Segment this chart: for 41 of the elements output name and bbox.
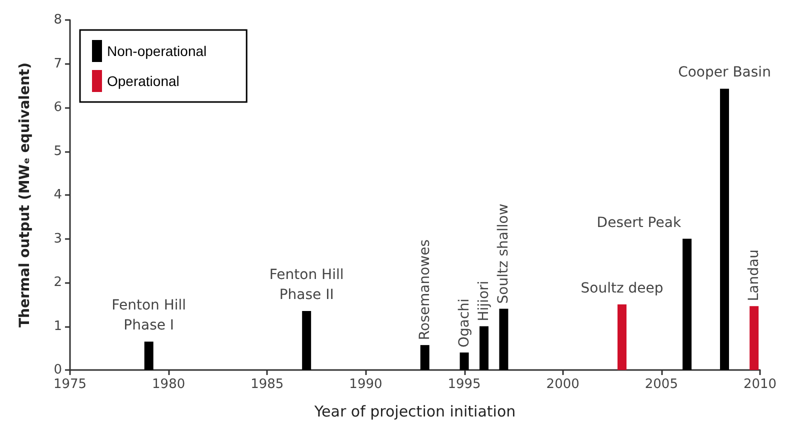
x-tick-label: 1985 — [250, 377, 284, 392]
y-tick-label: 3 — [54, 231, 62, 246]
annotation: Hijiori — [476, 280, 492, 322]
bar — [750, 306, 759, 370]
legend-label: Operational — [107, 73, 180, 89]
x-tick-label: 2000 — [546, 377, 580, 392]
y-tick-label: 0 — [54, 362, 62, 378]
annotation: Ogachi — [456, 298, 472, 348]
x-tick-label: 1990 — [349, 377, 382, 392]
y-axis-title: Thermal output (MWₑ equivalent) — [17, 62, 33, 328]
annotation: Cooper Basin — [678, 64, 771, 81]
annotation: Rosemanowes — [416, 239, 433, 340]
annotation: Landau — [746, 250, 762, 302]
bar — [460, 352, 469, 370]
y-tick-label: 7 — [54, 56, 62, 72]
y-tick-label: 1 — [54, 318, 62, 334]
x-axis-title: Year of projection initiation — [313, 402, 516, 420]
x-tick-label: 1975 — [53, 377, 87, 392]
annotation: Desert Peak — [596, 214, 682, 231]
y-tick-label: 5 — [54, 144, 62, 159]
annotation: Soultz deep — [580, 280, 664, 296]
bar — [480, 326, 488, 370]
bar — [682, 238, 692, 370]
x-tick-label: 1980 — [152, 377, 186, 392]
x-tick-label: 1995 — [448, 377, 481, 392]
y-tick-label: 6 — [54, 100, 62, 115]
x-tick-label: 2010 — [743, 377, 777, 392]
annotation: Fenton Hill Phase II — [269, 266, 344, 303]
bar — [302, 310, 312, 370]
annotation: Soultz shallow — [496, 204, 512, 304]
x-tick-label: 2005 — [644, 377, 678, 392]
y-tick-label: 8 — [54, 12, 62, 28]
bar — [720, 88, 730, 370]
bar — [618, 304, 626, 370]
bar — [499, 308, 508, 370]
bar — [144, 342, 154, 370]
annotation: Fenton Hill Phase I — [112, 298, 186, 334]
bar — [420, 345, 430, 370]
y-tick-label: 4 — [54, 188, 62, 202]
legend-label: Non-operational — [107, 43, 207, 59]
y-tick-label: 2 — [54, 275, 62, 290]
